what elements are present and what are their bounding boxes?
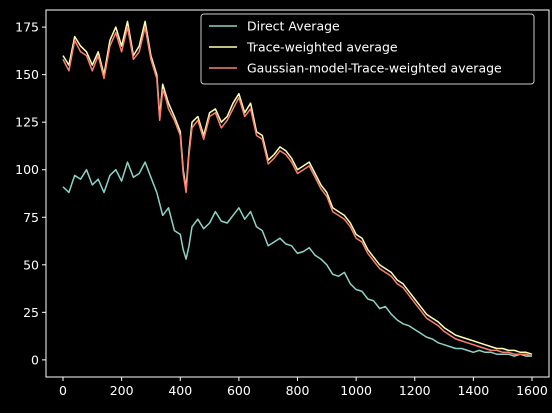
legend-label-2: Trace-weighted average [246, 40, 398, 55]
y-tick-label: 100 [15, 162, 39, 177]
y-tick-label: 75 [23, 210, 39, 225]
axes-layer: 0 200 400 600 800 1000 1200 1400 1600 0 25 50 75 100 1… [15, 20, 548, 398]
y-tick-label: 175 [15, 20, 39, 35]
x-tick-label: 1400 [457, 383, 489, 398]
legend-label-1: Direct Average [247, 19, 340, 34]
legend: Direct Average Trace-weighted average Gaus… [200, 13, 535, 85]
y-tick-label: 125 [15, 115, 39, 130]
series-line-3 [62, 26, 533, 357]
series-layer [62, 20, 533, 357]
y-tick-label: 25 [23, 305, 39, 320]
x-tick-label: 1200 [399, 383, 431, 398]
y-tick-label: 50 [23, 257, 39, 272]
x-tick-label: 800 [286, 383, 310, 398]
x-tick-label: 1600 [516, 383, 548, 398]
series-line-1 [62, 161, 532, 357]
x-tick-label: 400 [168, 383, 192, 398]
x-tick-label: 200 [110, 383, 134, 398]
series-line-2 [62, 20, 533, 355]
y-tick-label: 150 [15, 67, 39, 82]
x-tick-label: 0 [59, 383, 67, 398]
legend-box [200, 13, 535, 85]
legend-label-3: Gaussian-model-Trace-weighted average [247, 61, 502, 76]
x-tick-label: 1000 [340, 383, 372, 398]
x-tick-label: 600 [227, 383, 251, 398]
y-tick-label: 0 [31, 352, 39, 367]
